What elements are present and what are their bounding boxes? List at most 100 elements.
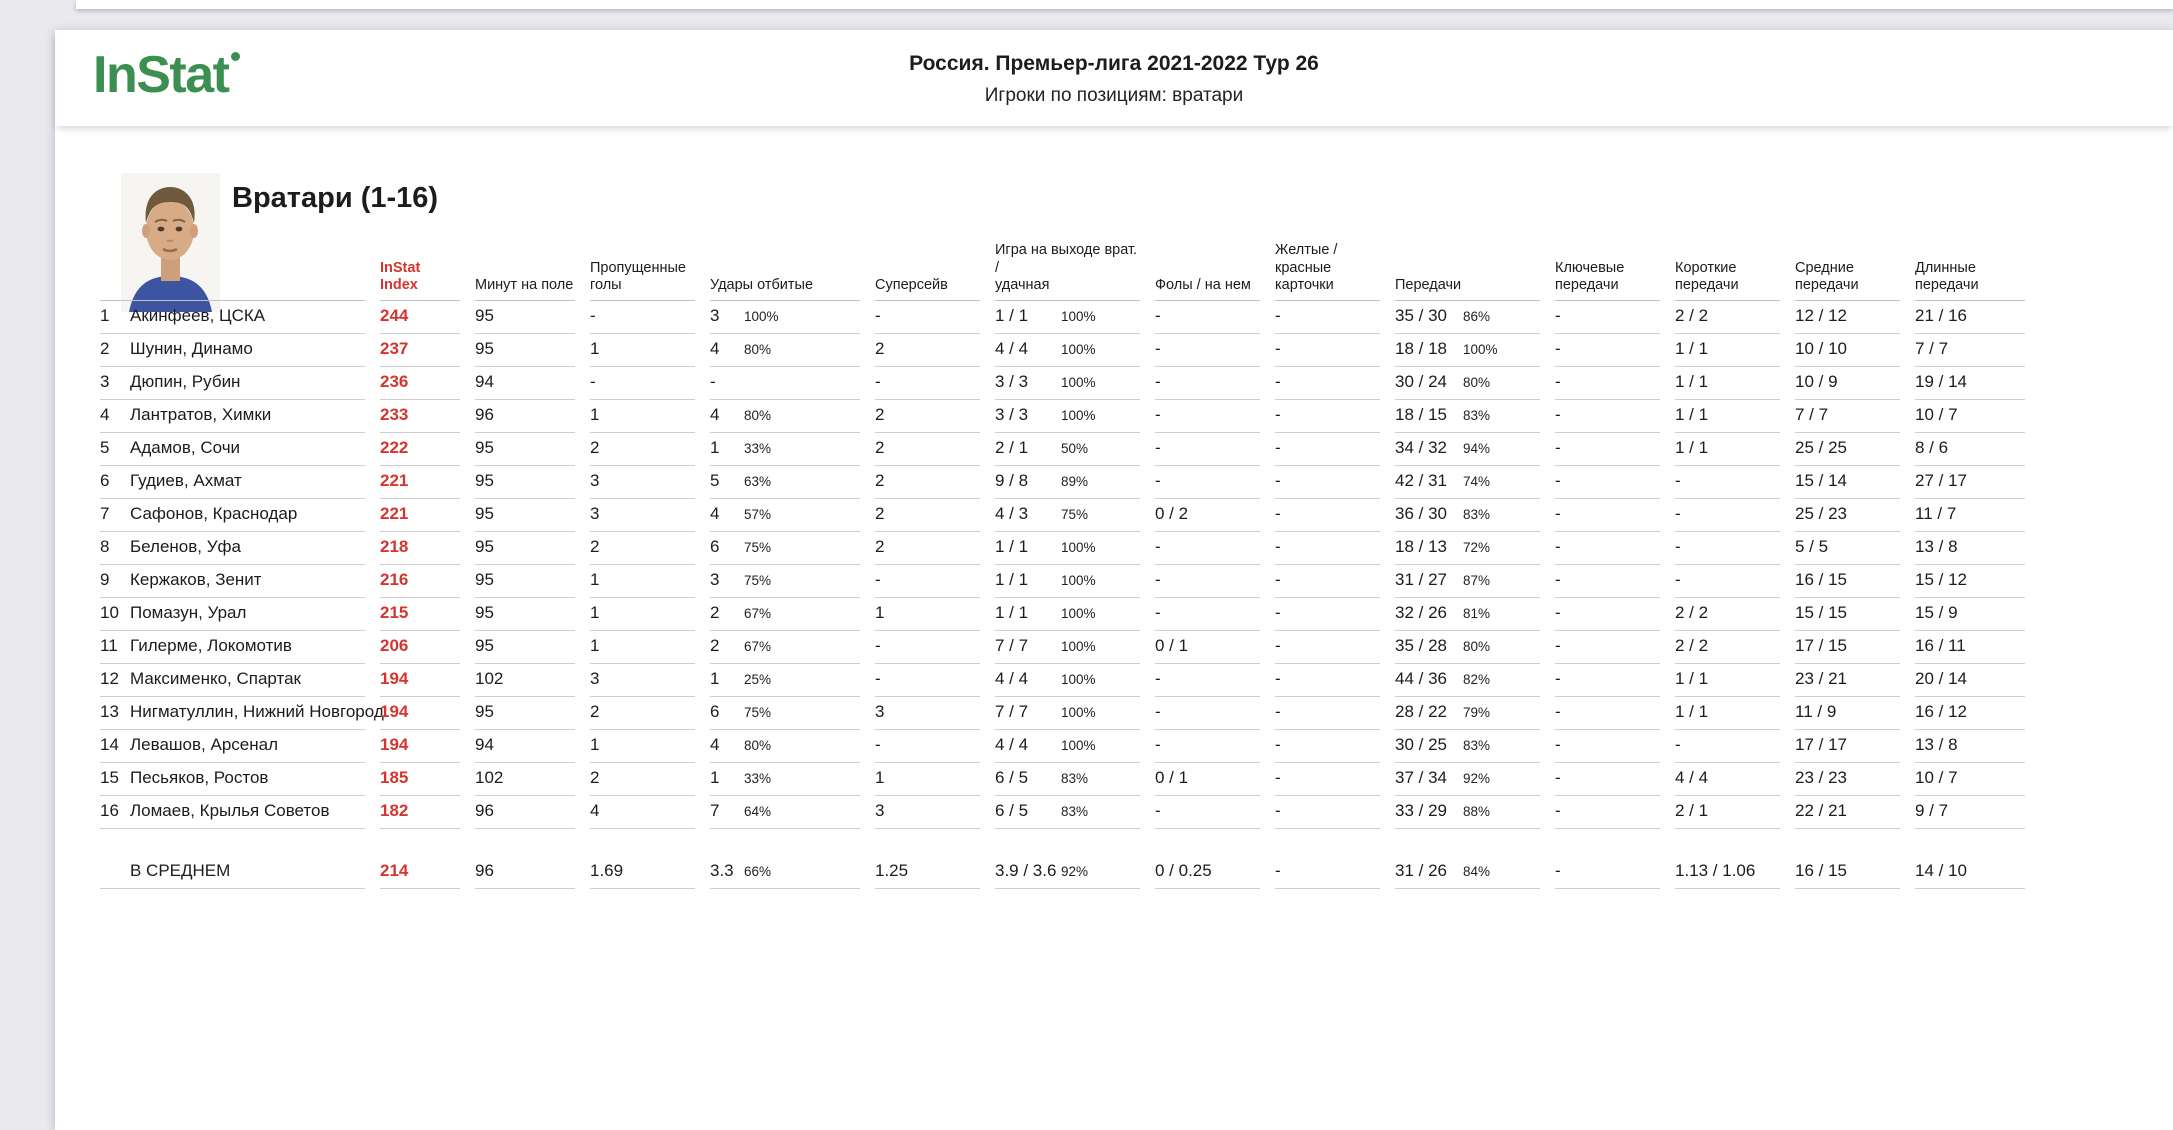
passes-cell: 30 / 24 80% (1395, 367, 1540, 401)
mid-passes-cell: 23 / 23 (1795, 763, 1900, 797)
keeper-exits-percent: 89% (1061, 474, 1089, 490)
keeper-exits-cell: 7 / 7 100% (995, 631, 1140, 665)
minutes-value: 95 (475, 603, 494, 623)
saves-cell: 6 75% (710, 532, 860, 566)
keeper-exits-percent: 100% (1061, 672, 1096, 688)
saves-value: 4 (710, 735, 720, 755)
instat-index-value: 221 (380, 504, 409, 524)
cards-value: - (1275, 537, 1281, 557)
fouls-value: - (1155, 405, 1161, 425)
long-passes-value: 10 / 7 (1915, 405, 1958, 425)
key-passes-cell: - (1555, 532, 1660, 566)
goals-conceded-value: 3 (590, 471, 600, 491)
long-passes-cell: 27 / 17 (1915, 466, 2025, 500)
saves-value: 3 (710, 306, 720, 326)
saves-value: 6 (710, 702, 720, 722)
long-passes-value: 27 / 17 (1915, 471, 1967, 491)
short-passes-value: - (1675, 504, 1681, 524)
mid-passes-cell: 25 / 23 (1795, 499, 1900, 533)
table-row: 2 Шунин, Динамо 237 95 1 4 80% 2 4 / 4 100%… (100, 334, 2025, 368)
player-cell: 6 Гудиев, Ахмат (100, 466, 365, 500)
report-subtitle: Игроки по позициям: вратари (984, 85, 1244, 106)
table-row: 4 Лантратов, Химки 233 96 1 4 80% 2 3 / 3 1… (100, 400, 2025, 434)
header-key-passes: Ключевые передачи (1555, 260, 1660, 302)
fouls-value: - (1155, 438, 1161, 458)
saves-cell: 3 75% (710, 565, 860, 599)
short-passes-value: - (1675, 471, 1681, 491)
key-passes-cell: - (1555, 730, 1660, 764)
mid-passes-value: 11 / 9 (1795, 702, 1837, 722)
mid-passes-value: 25 / 25 (1795, 438, 1847, 458)
keeper-exits-value: 3 / 3 (995, 405, 1029, 425)
passes-cell: 28 / 22 79% (1395, 697, 1540, 731)
goals-conceded-value: - (590, 306, 596, 326)
minutes-cell: 95 (475, 565, 575, 599)
passes-cell: 18 / 18 100% (1395, 334, 1540, 368)
mid-passes-cell: 25 / 25 (1795, 433, 1900, 467)
short-passes-value: 2 / 2 (1675, 636, 1709, 656)
goals-conceded-cell: 1 (590, 598, 695, 632)
saves-percent: 64% (744, 804, 772, 820)
goals-conceded-value: 2 (590, 768, 600, 788)
saves-percent: 75% (744, 573, 772, 589)
minutes-value: 95 (475, 306, 494, 326)
minutes-value: 95 (475, 570, 494, 590)
mid-passes-cell: 23 / 21 (1795, 664, 1900, 698)
saves-percent: 80% (744, 738, 772, 754)
supersave-cell: 1 (875, 598, 980, 632)
cards-cell: - (1275, 400, 1380, 434)
instat-logo-text: InStat (93, 46, 230, 104)
instat-index-cell: 214 (380, 856, 460, 890)
key-passes-value: - (1555, 768, 1561, 788)
supersave-value: - (875, 372, 881, 392)
report-title: Россия. Премьер-лига 2021-2022 Тур 26 (909, 52, 1319, 75)
minutes-value: 94 (475, 735, 494, 755)
fouls-value: - (1155, 537, 1161, 557)
fouls-cell: 0 / 1 (1155, 763, 1260, 797)
key-passes-cell: - (1555, 631, 1660, 665)
cards-cell: - (1275, 631, 1380, 665)
key-passes-cell: - (1555, 697, 1660, 731)
cards-value: - (1275, 339, 1281, 359)
short-passes-cell: 1 / 1 (1675, 367, 1780, 401)
saves-cell: 5 63% (710, 466, 860, 500)
supersave-cell: 2 (875, 466, 980, 500)
table-row: 7 Сафонов, Краснодар 221 95 3 4 57% 2 4 / … (100, 499, 2025, 533)
short-passes-cell: - (1675, 565, 1780, 599)
saves-percent: 57% (744, 507, 772, 523)
instat-index-cell: 233 (380, 400, 460, 434)
instat-index-value: 194 (380, 735, 409, 755)
minutes-value: 95 (475, 471, 494, 491)
rank-value: 5 (100, 438, 110, 458)
minutes-value: 95 (475, 504, 494, 524)
report-page: InStat Россия. Премьер-лига 2021-2022 Ту… (55, 30, 2173, 1130)
minutes-cell: 102 (475, 664, 575, 698)
key-passes-value: - (1555, 636, 1561, 656)
passes-value: 35 / 28 (1395, 636, 1447, 656)
passes-percent: 92% (1463, 771, 1491, 787)
mid-passes-cell: 16 / 15 (1795, 856, 1900, 890)
mid-passes-value: 16 / 15 (1795, 861, 1847, 881)
mid-passes-cell: 15 / 15 (1795, 598, 1900, 632)
saves-value: 3.3 (710, 861, 734, 881)
instat-index-value: 206 (380, 636, 409, 656)
short-passes-value: 1 / 1 (1675, 438, 1709, 458)
keeper-exits-cell: 4 / 4 100% (995, 334, 1140, 368)
key-passes-cell: - (1555, 763, 1660, 797)
passes-percent: 80% (1463, 375, 1491, 391)
supersave-value: - (875, 306, 881, 326)
cards-value: - (1275, 702, 1281, 722)
instat-index-value: 182 (380, 801, 409, 821)
table-row: 11 Гилерме, Локомотив 206 95 1 2 67% - 7 /… (100, 631, 2025, 665)
saves-cell: 4 80% (710, 334, 860, 368)
saves-value: 4 (710, 339, 720, 359)
key-passes-value: - (1555, 537, 1561, 557)
passes-cell: 18 / 13 72% (1395, 532, 1540, 566)
goals-conceded-cell: 1 (590, 400, 695, 434)
fouls-cell: - (1155, 796, 1260, 830)
supersave-cell: 2 (875, 499, 980, 533)
short-passes-value: 2 / 2 (1675, 603, 1709, 623)
instat-logo: InStat (93, 44, 241, 106)
supersave-cell: - (875, 565, 980, 599)
player-cell: 1 Акинфеев, ЦСКА (100, 301, 365, 335)
